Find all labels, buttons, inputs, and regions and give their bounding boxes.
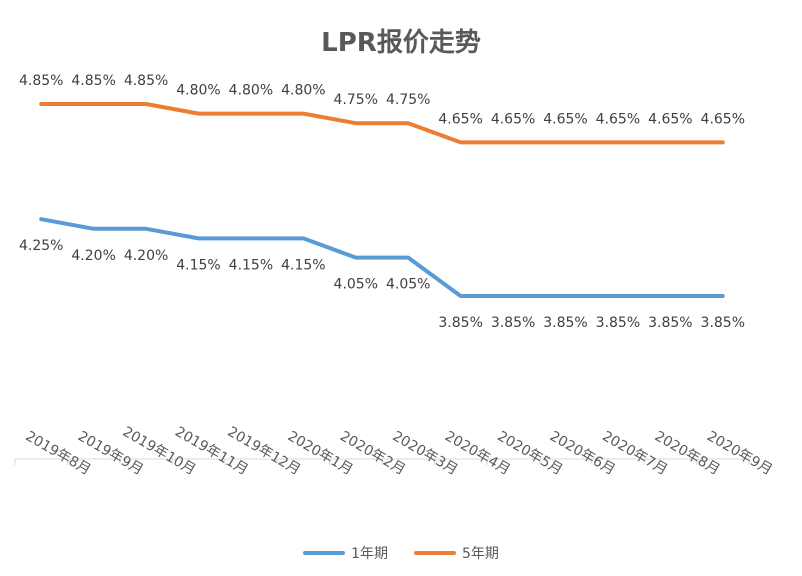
- data-label: 4.65%: [701, 111, 745, 127]
- data-label: 4.15%: [229, 257, 273, 273]
- data-label: 4.05%: [334, 277, 378, 293]
- series-line-5y: [39, 102, 725, 145]
- data-label: 3.85%: [438, 315, 482, 331]
- data-label: 3.85%: [701, 315, 745, 331]
- series-line-1y: [39, 217, 725, 298]
- data-label: 4.80%: [281, 83, 325, 99]
- data-label: 4.75%: [386, 92, 430, 108]
- data-label: 4.20%: [124, 248, 168, 264]
- legend-item-5y: 5年期: [414, 543, 499, 563]
- data-label: 3.85%: [648, 315, 692, 331]
- legend-label-5y: 5年期: [462, 546, 499, 562]
- legend-swatch-1y: [303, 551, 346, 555]
- legend: 1年期 5年期: [0, 543, 802, 563]
- data-label: 3.85%: [543, 315, 587, 331]
- data-label: 4.65%: [438, 111, 482, 127]
- legend-item-1y: 1年期: [303, 543, 388, 563]
- data-label: 4.15%: [281, 257, 325, 273]
- data-label: 4.20%: [71, 248, 115, 264]
- data-label: 4.05%: [386, 277, 430, 293]
- legend-swatch-5y: [414, 551, 456, 555]
- data-label: 4.80%: [229, 83, 273, 99]
- data-label: 4.65%: [596, 111, 640, 127]
- data-label: 4.25%: [19, 238, 63, 254]
- data-label: 4.65%: [491, 111, 535, 127]
- legend-label-1y: 1年期: [351, 546, 388, 562]
- data-label: 3.85%: [596, 315, 640, 331]
- data-label: 4.80%: [176, 83, 220, 99]
- data-label: 4.85%: [124, 73, 168, 89]
- data-label: 3.85%: [491, 315, 535, 331]
- data-label: 4.65%: [543, 111, 587, 127]
- data-label: 4.85%: [19, 73, 63, 89]
- data-label: 4.65%: [648, 111, 692, 127]
- data-label: 4.75%: [334, 92, 378, 108]
- data-label: 4.85%: [71, 73, 115, 89]
- chart-title: LPR报价走势: [321, 28, 481, 58]
- data-label: 4.15%: [176, 257, 220, 273]
